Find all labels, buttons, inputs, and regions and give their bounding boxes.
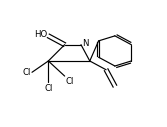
Text: Cl: Cl [22,68,31,77]
Text: N: N [82,39,89,48]
Text: Cl: Cl [66,77,74,86]
Text: Cl: Cl [44,84,52,93]
Text: HO: HO [34,30,47,39]
